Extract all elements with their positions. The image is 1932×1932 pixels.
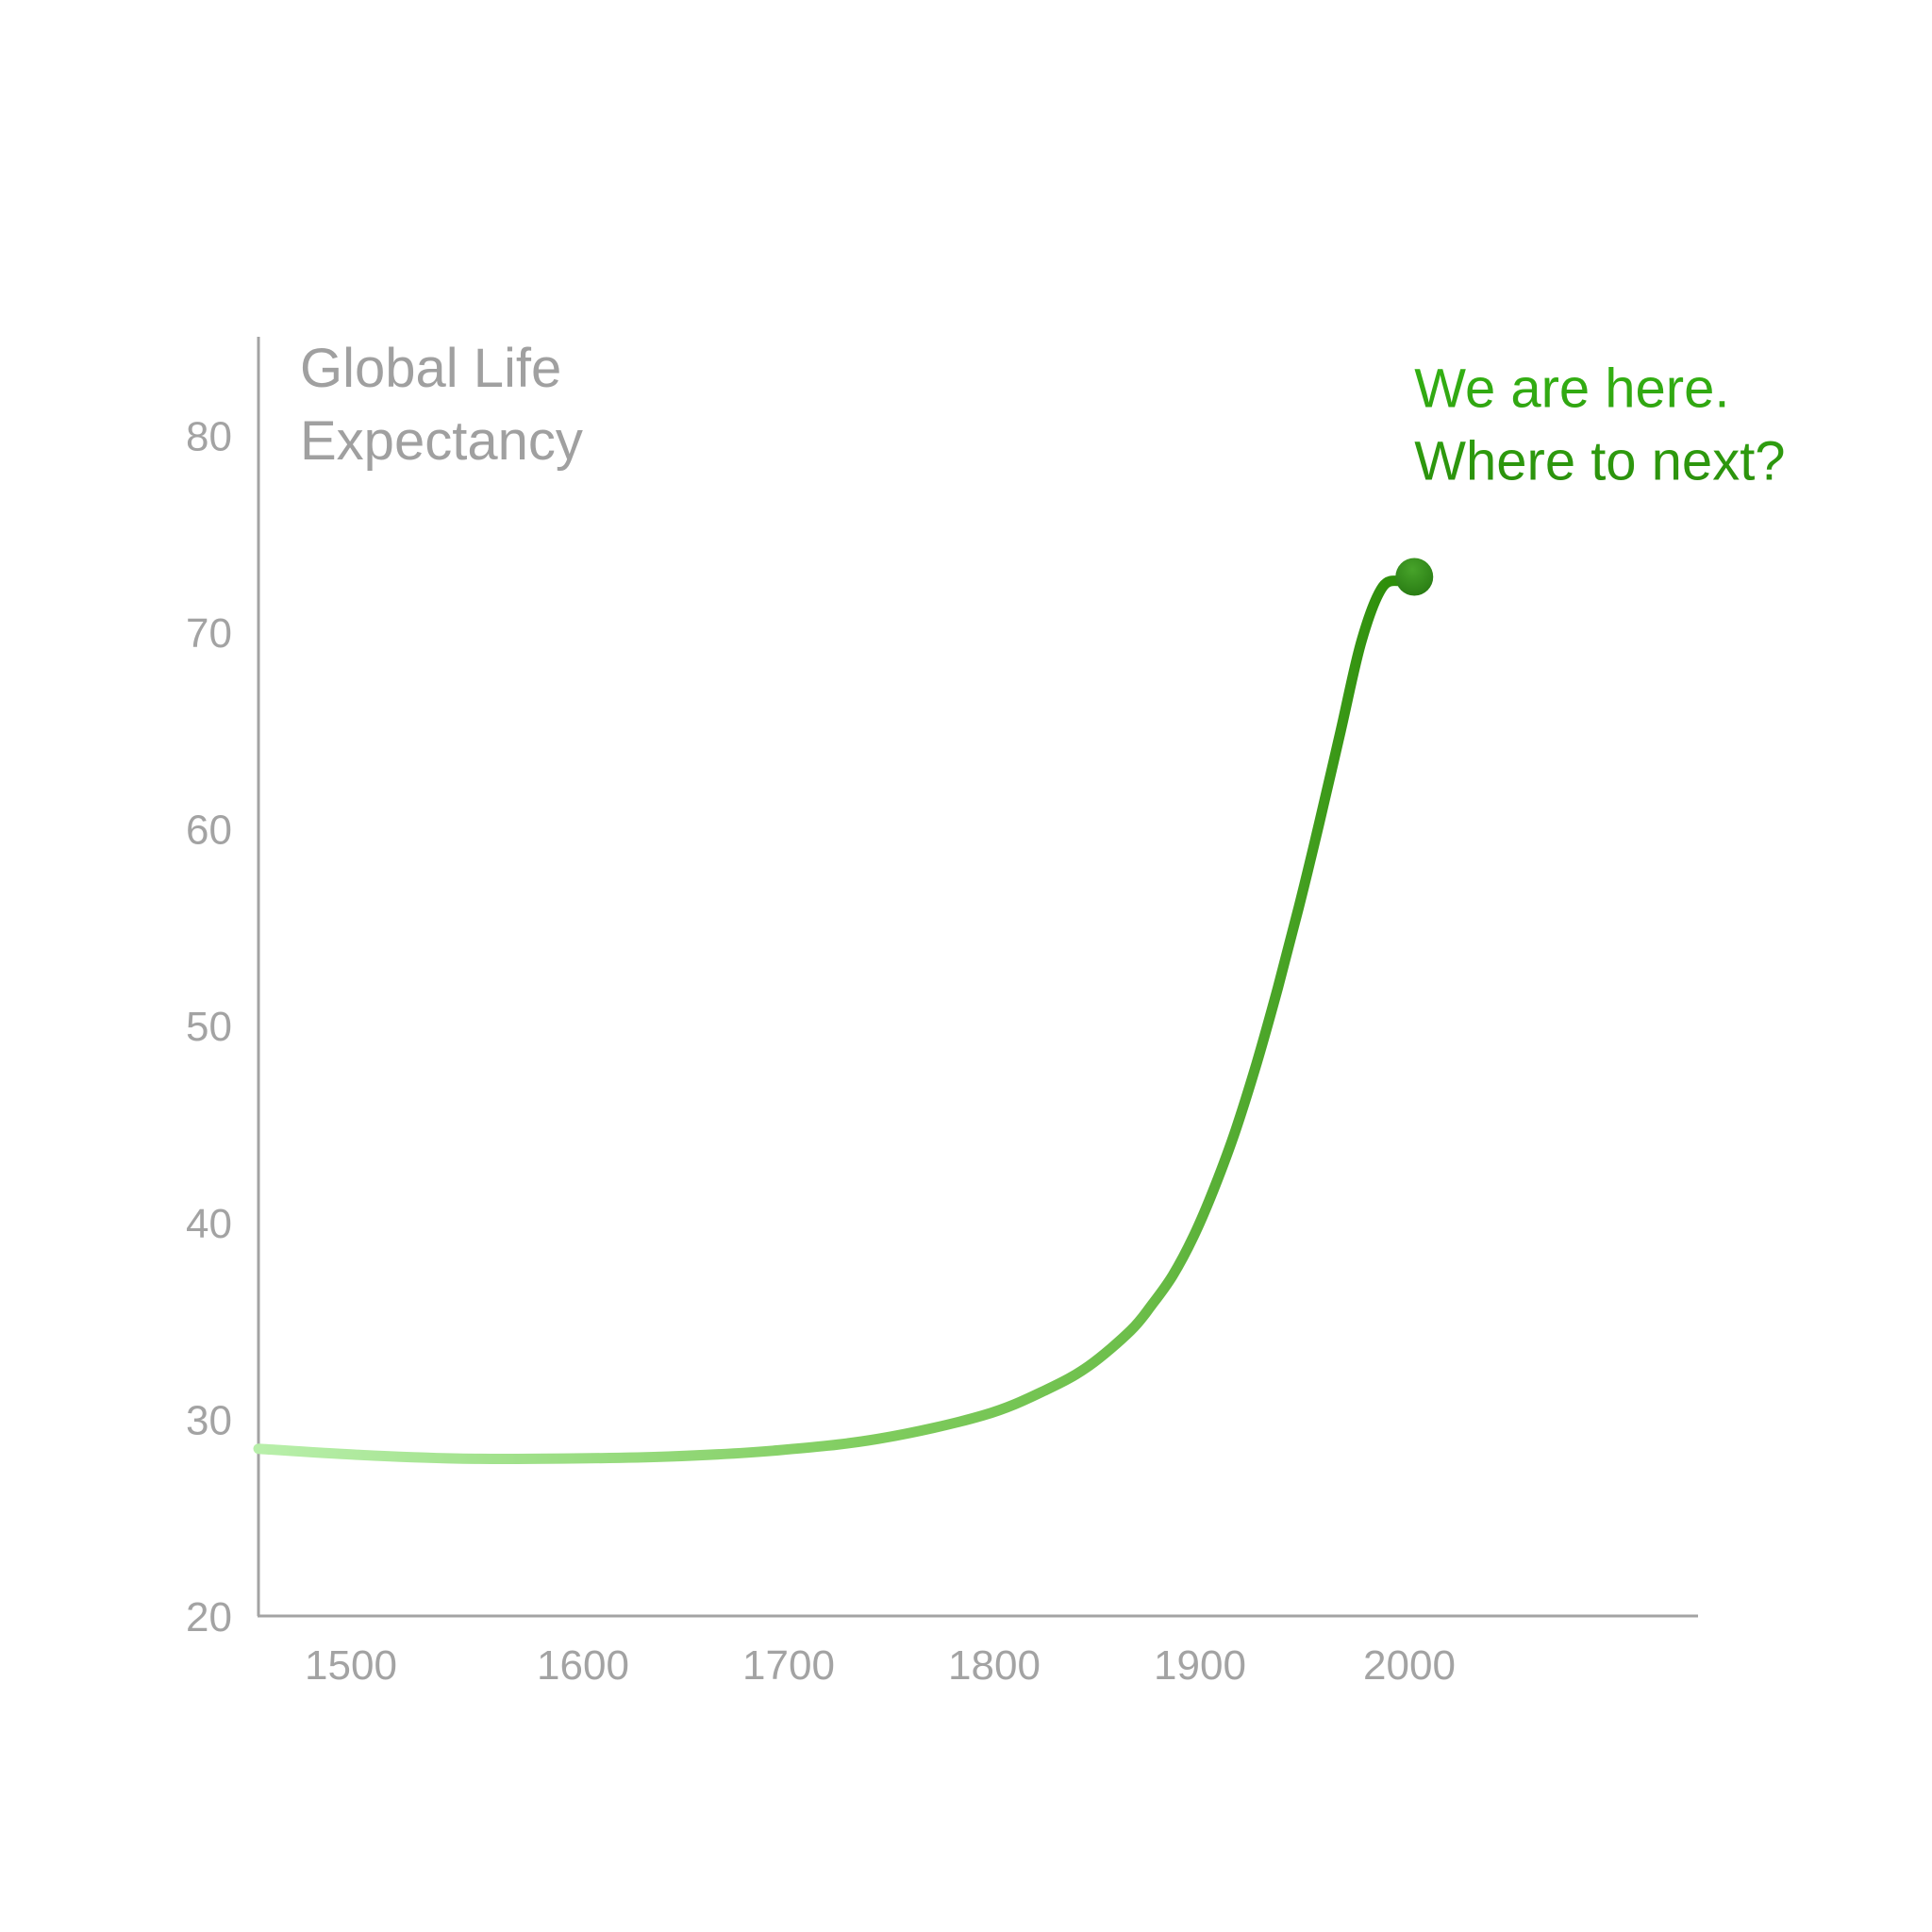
chart-title-line-1: Global Life xyxy=(300,338,561,399)
x-tick-label-1900: 1900 xyxy=(1154,1642,1246,1689)
x-tick-label-1700: 1700 xyxy=(742,1642,835,1689)
annotation-text: We are here. Where to next? xyxy=(1414,358,1785,492)
x-tick-label-1800: 1800 xyxy=(948,1642,1041,1689)
chart-title: Global Life Expectancy xyxy=(300,338,583,472)
chart-title-line-2: Expectancy xyxy=(300,410,583,472)
x-tick-label-2000: 2000 xyxy=(1363,1642,1456,1689)
x-tick-label-1600: 1600 xyxy=(537,1642,629,1689)
y-tick-label-20: 20 xyxy=(186,1594,232,1641)
y-tick-label-60: 60 xyxy=(186,808,232,854)
y-tick-label-70: 70 xyxy=(186,610,232,657)
annotation-line-1: We are here. xyxy=(1414,358,1729,420)
y-tick-label-40: 40 xyxy=(186,1201,232,1247)
y-tick-label-30: 30 xyxy=(186,1397,232,1443)
annotation-line-2: Where to next? xyxy=(1414,431,1785,492)
y-tick-label-80: 80 xyxy=(186,413,232,459)
y-tick-label-50: 50 xyxy=(186,1004,232,1050)
x-tick-labels: 1500 1600 1700 1800 1900 2000 xyxy=(305,1642,1456,1689)
life-expectancy-line xyxy=(253,572,1420,1465)
x-tick-label-1500: 1500 xyxy=(305,1642,397,1689)
current-point-marker xyxy=(1395,558,1434,596)
y-tick-labels: 20 30 40 50 60 70 80 xyxy=(186,413,232,1641)
